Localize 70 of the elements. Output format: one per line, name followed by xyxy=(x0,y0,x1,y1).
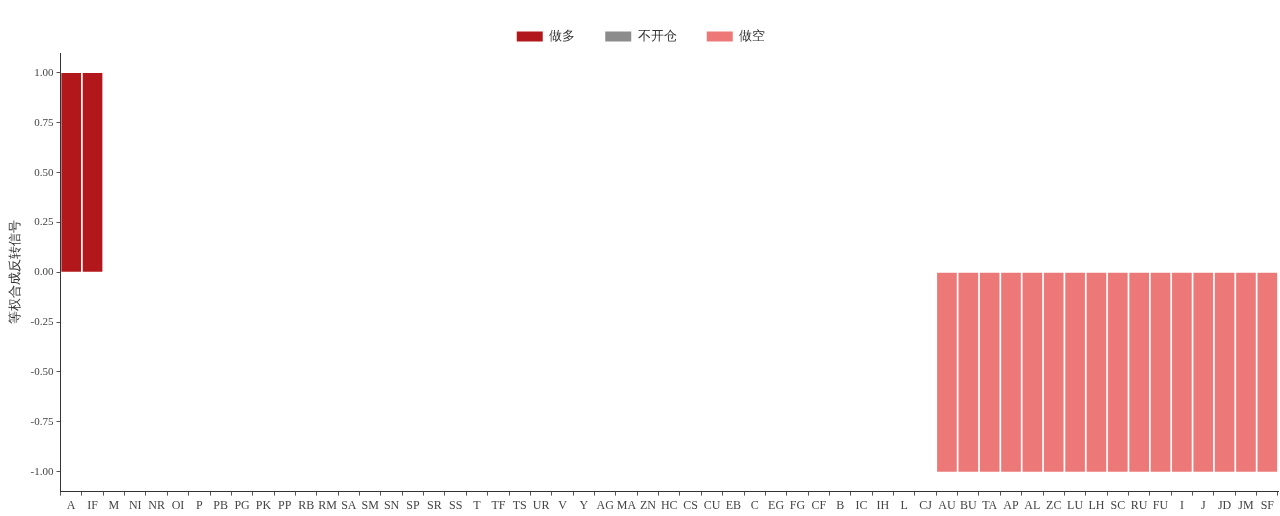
x-tick-label: NI xyxy=(128,497,142,512)
y-tick-label: -1.00 xyxy=(30,464,54,477)
x-tick-label: ZC xyxy=(1046,497,1062,512)
x-tick-label: J xyxy=(1200,497,1206,512)
x-tick-label: C xyxy=(750,497,759,512)
x-tick-label: B xyxy=(836,497,845,512)
x-tick-label: SP xyxy=(406,497,420,512)
x-tick-label: L xyxy=(900,497,908,512)
x-tick-label: OI xyxy=(171,497,185,512)
x-tick-label: FG xyxy=(789,497,806,512)
legend-label: 做空 xyxy=(739,27,766,43)
x-tick-label: PP xyxy=(278,497,292,512)
x-tick-label: CU xyxy=(703,497,721,512)
x-tick-label: M xyxy=(108,497,120,512)
x-tick-label: PB xyxy=(213,497,229,512)
x-tick-label: AP xyxy=(1003,497,1019,512)
x-tick-label: IH xyxy=(876,497,890,512)
x-tick-label: AG xyxy=(596,497,615,512)
x-tick-label: JM xyxy=(1238,497,1254,512)
y-tick-label: -0.25 xyxy=(30,315,54,328)
x-tick-label: LU xyxy=(1067,497,1084,512)
x-tick-label: ZN xyxy=(639,497,657,512)
x-tick-label: P xyxy=(196,497,204,512)
x-tick-label: CJ xyxy=(919,497,933,512)
x-tick-label: UR xyxy=(532,497,550,512)
x-tick-label: RB xyxy=(298,497,315,512)
x-tick-label: V xyxy=(558,497,568,512)
x-tick-label: CS xyxy=(683,497,698,512)
x-tick-label: TA xyxy=(982,497,998,512)
y-tick-label: 0.75 xyxy=(34,115,55,128)
x-tick-label: HC xyxy=(660,497,678,512)
x-tick-label: SM xyxy=(361,497,380,512)
x-tick-label: RU xyxy=(1130,497,1148,512)
x-tick-label: Y xyxy=(579,497,589,512)
x-tick-label: SN xyxy=(383,497,400,512)
x-tick-label: I xyxy=(1179,497,1184,512)
x-tick-label: IC xyxy=(855,497,868,512)
x-tick-label: SC xyxy=(1110,497,1126,512)
y-tick-label: 0.25 xyxy=(34,215,55,228)
x-tick-label: EG xyxy=(768,497,785,512)
y-tick-label: 1.00 xyxy=(34,65,55,78)
x-tick-label: TS xyxy=(512,497,527,512)
x-tick-label: EB xyxy=(725,497,742,512)
x-tick-label: T xyxy=(473,497,482,512)
x-tick-label: JD xyxy=(1217,497,1232,512)
legend-label: 不开仓 xyxy=(637,27,677,43)
x-tick-label: AU xyxy=(938,497,956,512)
x-tick-label: PG xyxy=(234,497,251,512)
x-tick-label: MA xyxy=(616,497,637,512)
y-tick-label: 0.00 xyxy=(34,265,55,278)
x-tick-label: SS xyxy=(448,497,463,512)
y-tick-label: -0.75 xyxy=(30,414,54,427)
x-tick-label: NR xyxy=(148,497,165,512)
x-tick-label: SF xyxy=(1260,497,1275,512)
legend-label: 做多 xyxy=(549,27,576,43)
y-axis-title: 等权合成反转信号 xyxy=(7,220,23,325)
x-tick-label: BU xyxy=(959,497,977,512)
x-tick-label: TF xyxy=(491,497,506,512)
x-tick-label: PK xyxy=(255,497,272,512)
x-tick-label: RM xyxy=(318,497,338,512)
y-tick-label: 0.50 xyxy=(34,165,55,178)
x-tick-label: IF xyxy=(87,497,99,512)
x-tick-label: CF xyxy=(811,497,827,512)
x-tick-label: SR xyxy=(426,497,442,512)
x-tick-label: A xyxy=(66,497,76,512)
x-tick-label: FU xyxy=(1152,497,1169,512)
x-tick-label: AL xyxy=(1024,497,1041,512)
x-tick-label: LH xyxy=(1088,497,1105,512)
y-tick-label: -0.50 xyxy=(30,364,54,377)
x-tick-label: SA xyxy=(341,497,357,512)
